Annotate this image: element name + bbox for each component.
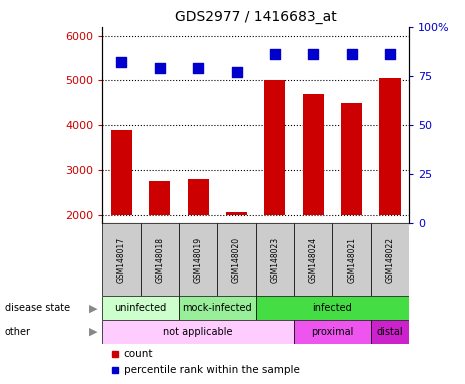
Bar [226, 212, 247, 215]
Text: count: count [124, 349, 153, 359]
Text: GSM148021: GSM148021 [347, 237, 356, 283]
Bar [332, 223, 371, 296]
Bar [256, 296, 409, 320]
Bar [379, 78, 400, 215]
Text: GSM148020: GSM148020 [232, 237, 241, 283]
Text: ▶: ▶ [89, 303, 97, 313]
Text: uninfected: uninfected [114, 303, 167, 313]
Text: GSM148019: GSM148019 [194, 237, 203, 283]
Point [233, 69, 240, 75]
Point [348, 51, 355, 58]
Point [271, 51, 279, 58]
Text: GSM148024: GSM148024 [309, 237, 318, 283]
Point [310, 51, 317, 58]
Bar [256, 223, 294, 296]
Bar [140, 223, 179, 296]
Bar [371, 320, 409, 344]
Title: GDS2977 / 1416683_at: GDS2977 / 1416683_at [175, 10, 337, 25]
Text: percentile rank within the sample: percentile rank within the sample [124, 365, 299, 375]
Bar [102, 296, 179, 320]
Bar [102, 320, 294, 344]
Text: disease state: disease state [5, 303, 70, 313]
Text: not applicable: not applicable [164, 327, 233, 337]
Text: GSM148023: GSM148023 [271, 237, 279, 283]
Bar [341, 103, 362, 215]
Text: GSM148018: GSM148018 [155, 237, 164, 283]
Point [194, 65, 202, 71]
Bar [371, 223, 409, 296]
Bar [111, 130, 132, 215]
Text: ▶: ▶ [89, 327, 97, 337]
Bar [294, 320, 371, 344]
Bar [179, 296, 256, 320]
Bar [188, 179, 209, 215]
Bar [179, 223, 218, 296]
Text: distal: distal [377, 327, 403, 337]
Bar [303, 94, 324, 215]
Text: other: other [5, 327, 31, 337]
Text: mock-infected: mock-infected [183, 303, 252, 313]
Text: proximal: proximal [311, 327, 354, 337]
Point [156, 65, 164, 71]
Text: infected: infected [312, 303, 352, 313]
Text: GSM148017: GSM148017 [117, 237, 126, 283]
Bar [149, 181, 170, 215]
Bar [294, 223, 332, 296]
Bar [218, 223, 256, 296]
Point [118, 59, 125, 65]
Text: GSM148022: GSM148022 [385, 237, 394, 283]
Bar [265, 81, 286, 215]
Point [386, 51, 394, 58]
Bar [102, 223, 140, 296]
